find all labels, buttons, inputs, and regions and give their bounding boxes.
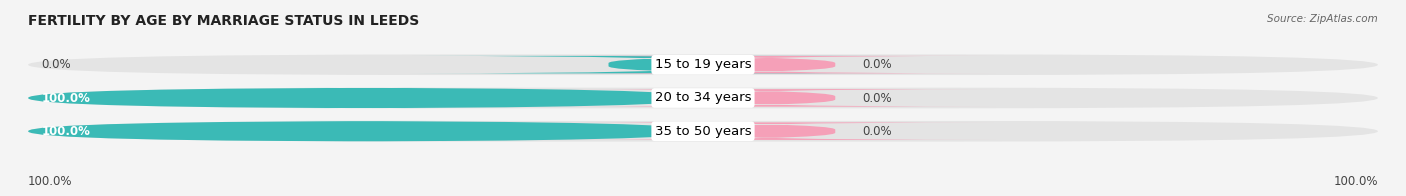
Text: Source: ZipAtlas.com: Source: ZipAtlas.com bbox=[1267, 14, 1378, 24]
FancyBboxPatch shape bbox=[543, 56, 995, 73]
Text: 35 to 50 years: 35 to 50 years bbox=[655, 125, 751, 138]
Text: 0.0%: 0.0% bbox=[862, 58, 891, 71]
FancyBboxPatch shape bbox=[28, 54, 1378, 75]
FancyBboxPatch shape bbox=[543, 122, 995, 140]
Text: 100.0%: 100.0% bbox=[42, 125, 90, 138]
Text: FERTILITY BY AGE BY MARRIAGE STATUS IN LEEDS: FERTILITY BY AGE BY MARRIAGE STATUS IN L… bbox=[28, 14, 419, 28]
Text: 0.0%: 0.0% bbox=[42, 58, 72, 71]
FancyBboxPatch shape bbox=[411, 56, 901, 73]
FancyBboxPatch shape bbox=[28, 121, 703, 142]
Text: 0.0%: 0.0% bbox=[862, 92, 891, 104]
Text: 100.0%: 100.0% bbox=[1333, 175, 1378, 188]
FancyBboxPatch shape bbox=[28, 121, 1378, 142]
Text: 15 to 19 years: 15 to 19 years bbox=[655, 58, 751, 71]
FancyBboxPatch shape bbox=[28, 88, 703, 108]
Text: 100.0%: 100.0% bbox=[28, 175, 73, 188]
Text: 0.0%: 0.0% bbox=[862, 125, 891, 138]
FancyBboxPatch shape bbox=[543, 89, 995, 107]
Text: 100.0%: 100.0% bbox=[42, 92, 90, 104]
Text: 20 to 34 years: 20 to 34 years bbox=[655, 92, 751, 104]
FancyBboxPatch shape bbox=[28, 88, 1378, 108]
